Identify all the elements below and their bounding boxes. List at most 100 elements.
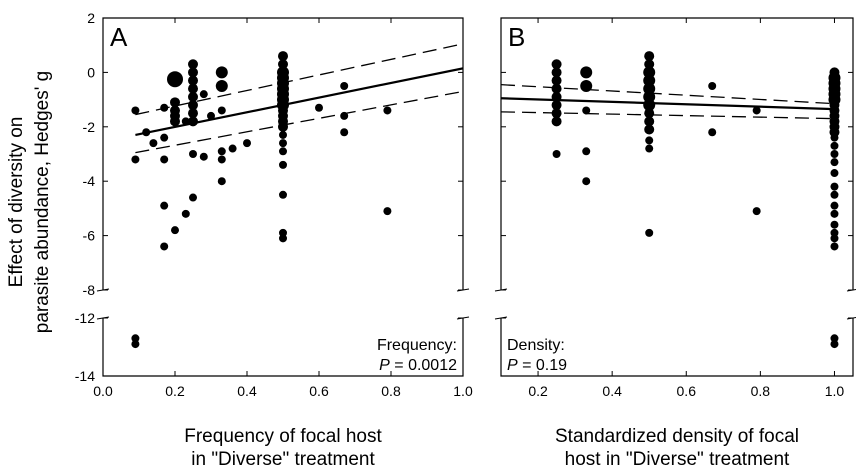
x-tick-label: 1.0 <box>453 383 473 399</box>
data-point <box>551 83 562 94</box>
y-tick-label: -6 <box>83 228 96 244</box>
stat-label: Density: <box>507 337 565 354</box>
data-point <box>708 128 717 137</box>
data-point <box>142 128 151 137</box>
data-point <box>830 234 839 243</box>
data-point <box>170 116 180 127</box>
data-point <box>188 83 198 94</box>
data-point <box>181 209 190 218</box>
x-axis-title: Standardized density of focal <box>555 426 799 447</box>
data-point <box>181 117 190 126</box>
data-point <box>278 121 288 132</box>
y-tick-label: -12 <box>75 310 95 326</box>
upper-frame <box>102 17 464 290</box>
data-point <box>279 130 287 139</box>
x-tick-label: 0.2 <box>165 383 185 399</box>
data-point <box>580 80 593 92</box>
x-axis-title: Frequency of focal host <box>184 426 382 447</box>
p-symbol: P <box>379 357 390 374</box>
data-point <box>188 91 198 102</box>
data-point <box>160 103 169 112</box>
panel-letter: B <box>508 22 525 52</box>
data-point <box>279 190 287 199</box>
data-point <box>551 116 562 127</box>
data-point <box>199 152 208 161</box>
data-point <box>752 106 761 115</box>
data-point <box>340 128 349 137</box>
data-point <box>189 193 197 202</box>
p-number: = 0.0012 <box>390 357 457 374</box>
data-point <box>188 100 198 111</box>
data-point <box>830 190 839 199</box>
data-point <box>830 340 839 349</box>
data-point <box>582 177 591 186</box>
data-point <box>644 116 655 127</box>
data-point <box>279 147 287 156</box>
data-point <box>645 228 654 237</box>
data-point <box>582 106 591 115</box>
data-point <box>188 59 198 70</box>
x-axis-title: host in "Diverse" treatment <box>565 449 790 468</box>
lower-frame <box>102 318 464 377</box>
y-tick-label: -2 <box>83 119 96 135</box>
data-point <box>383 207 392 216</box>
y-axis-title-line2: parasite abundance, Hedges' g <box>32 71 53 333</box>
data-point <box>170 97 180 108</box>
panel-b: 0.2 0.4 0.6 0.8 1.0 B Density: P = 0.19 Standard… <box>494 17 856 468</box>
y-tick-label: -4 <box>83 173 96 189</box>
data-point <box>160 133 169 142</box>
data-point <box>830 158 839 167</box>
data-point <box>215 80 228 92</box>
data-point <box>189 150 197 158</box>
data-point <box>340 82 349 90</box>
ci-lower-line <box>135 90 463 154</box>
y-tick-label: -8 <box>83 282 96 298</box>
data-point <box>167 71 183 88</box>
data-point <box>278 51 288 62</box>
x-axis-title: in "Diverse" treatment <box>191 449 375 468</box>
data-point <box>830 242 839 251</box>
data-point <box>215 66 228 79</box>
data-point <box>279 234 287 243</box>
data-point <box>580 66 593 79</box>
data-point <box>131 155 140 164</box>
data-point <box>217 177 226 186</box>
x-tick-label: 0.4 <box>602 383 622 399</box>
data-point <box>315 103 323 112</box>
x-tick-label: 0.4 <box>237 383 257 399</box>
data-point <box>830 201 839 210</box>
data-point <box>131 340 140 349</box>
data-point <box>551 108 562 119</box>
panel-a: 2 0 -2 -4 -6 -8 -12 -140.0 0.2 0.4 0.6 0.8 1.0 A Frequ… <box>75 10 473 468</box>
data-point <box>644 51 655 62</box>
data-point <box>644 108 655 119</box>
data-point <box>278 59 288 70</box>
y-axis-title-line2-text: parasite abundance, Hedges' g <box>32 71 53 333</box>
data-point <box>830 209 839 218</box>
x-tick-label: 1.0 <box>825 383 845 399</box>
p-symbol: P <box>507 357 518 374</box>
data-point <box>171 226 179 235</box>
lower-frame <box>500 318 854 377</box>
data-point <box>552 150 561 158</box>
data-point <box>188 108 198 119</box>
y-axis-title: Effect of diversity on parasite abundanc… <box>6 71 53 333</box>
p-number: = 0.19 <box>518 357 567 374</box>
data-point <box>830 334 839 343</box>
data-point <box>644 124 655 135</box>
data-point <box>340 111 349 120</box>
data-point <box>217 147 226 156</box>
p-value: P = 0.0012 <box>379 357 457 374</box>
data-point <box>582 147 591 156</box>
x-tick-label: 0.0 <box>93 383 113 399</box>
data-point <box>752 207 761 216</box>
data-point <box>551 100 562 111</box>
data-point <box>188 116 198 127</box>
data-point <box>551 59 562 70</box>
data-point <box>643 99 656 112</box>
regression-line <box>501 97 835 111</box>
data-point <box>708 82 717 90</box>
data-point <box>830 220 839 229</box>
ci-lower-line <box>501 111 835 120</box>
